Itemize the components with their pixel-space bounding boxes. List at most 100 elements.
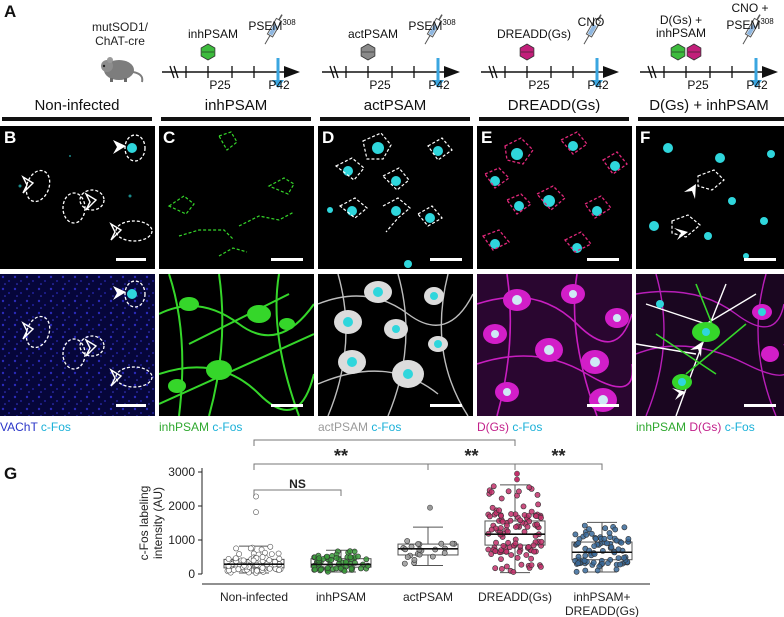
timeline-2: actPSAM PSEM308 P25 P42 bbox=[320, 0, 466, 92]
scale-bar bbox=[116, 258, 146, 261]
data-point bbox=[514, 470, 520, 477]
data-point bbox=[592, 535, 599, 542]
data-point bbox=[575, 540, 582, 546]
data-point bbox=[575, 553, 582, 560]
significance-label: ** bbox=[377, 436, 391, 442]
y-tick-label: 0 bbox=[188, 567, 195, 581]
caption-b: VAChT c-Fos bbox=[0, 420, 71, 434]
micrograph-b-vacht bbox=[0, 274, 155, 416]
data-point bbox=[604, 540, 610, 547]
data-point bbox=[427, 504, 433, 511]
data-point bbox=[517, 543, 524, 550]
data-point bbox=[259, 554, 266, 560]
data-point bbox=[601, 535, 608, 542]
caption-f: inhPSAM D(Gs) c-Fos bbox=[636, 420, 755, 434]
caption-part: c-Fos bbox=[721, 420, 755, 434]
panel-letter-e: E bbox=[481, 128, 493, 147]
micrograph-e-dreadd bbox=[477, 274, 632, 416]
data-point bbox=[608, 544, 615, 551]
data-point bbox=[488, 551, 495, 557]
scale-bar bbox=[430, 404, 462, 407]
data-point bbox=[240, 557, 247, 564]
data-point bbox=[429, 553, 436, 560]
tl-p25-label: P25 bbox=[528, 78, 550, 92]
significance-label: ** bbox=[334, 446, 348, 466]
data-point bbox=[250, 557, 257, 564]
data-point bbox=[441, 550, 448, 556]
caption-part: c-Fos bbox=[368, 420, 402, 434]
data-point bbox=[404, 554, 411, 560]
data-point bbox=[594, 567, 601, 574]
tl-drug-label: CNO bbox=[577, 15, 605, 29]
timeline-graphic bbox=[481, 14, 619, 88]
caption-part: inhPSAM bbox=[636, 420, 687, 434]
panel-letter-d: D bbox=[322, 128, 335, 147]
data-point bbox=[449, 540, 456, 547]
timeline-graphic bbox=[640, 14, 778, 88]
data-point bbox=[316, 555, 322, 562]
data-point bbox=[247, 545, 254, 552]
scale-bar bbox=[271, 258, 303, 261]
data-point bbox=[526, 484, 533, 491]
data-point bbox=[520, 503, 527, 510]
condition-title-combo: D(Gs) + inhPSAM bbox=[649, 97, 769, 114]
data-point bbox=[318, 566, 324, 573]
data-point bbox=[497, 525, 504, 531]
data-point bbox=[575, 560, 581, 567]
tl-p42-label: P42 bbox=[428, 78, 450, 92]
condition-bar bbox=[320, 117, 470, 121]
caption-part: c-Fos bbox=[209, 420, 243, 434]
x-tick-label: DREADD(Gs) bbox=[478, 590, 552, 604]
tl-p42-label: P42 bbox=[746, 78, 768, 92]
data-point bbox=[498, 565, 505, 572]
x-tick-label: inhPSAM+ DREADD(Gs) bbox=[565, 590, 639, 617]
data-point bbox=[617, 561, 623, 568]
data-point bbox=[348, 565, 355, 572]
condition-title-noninfected: Non-infected bbox=[34, 97, 120, 114]
panel-letter-g: G bbox=[4, 464, 18, 483]
data-point bbox=[404, 538, 411, 544]
data-point bbox=[513, 524, 519, 530]
data-point bbox=[586, 526, 592, 533]
data-point bbox=[530, 542, 537, 549]
data-point bbox=[266, 565, 273, 572]
significance-bracket bbox=[253, 439, 516, 446]
condition-bar bbox=[638, 117, 784, 121]
tl-agent-label: inhPSAM bbox=[187, 27, 239, 41]
data-point bbox=[363, 556, 370, 563]
data-point bbox=[524, 523, 531, 530]
data-point bbox=[581, 557, 588, 564]
data-point bbox=[618, 539, 625, 546]
timeline-graphic bbox=[322, 14, 460, 88]
data-point bbox=[498, 495, 505, 502]
data-point bbox=[534, 492, 541, 498]
tl-p25-label: P25 bbox=[369, 78, 391, 92]
data-point bbox=[225, 556, 232, 562]
panel-letter-f: F bbox=[640, 128, 651, 147]
tl-p25-label: P25 bbox=[687, 78, 709, 92]
data-point bbox=[276, 567, 282, 573]
data-point bbox=[500, 543, 507, 549]
data-point bbox=[582, 567, 589, 574]
tl-p42-label: P42 bbox=[587, 78, 609, 92]
data-point bbox=[534, 521, 540, 528]
data-point bbox=[416, 546, 423, 553]
caption-c: inhPSAM c-Fos bbox=[159, 420, 242, 434]
panel-letter-a: A bbox=[4, 2, 17, 21]
data-point bbox=[233, 545, 239, 552]
significance-label: NS bbox=[289, 477, 306, 491]
tl-drug-label: PSEM308 bbox=[248, 18, 296, 33]
data-point bbox=[505, 539, 511, 546]
data-point bbox=[267, 543, 274, 550]
data-point bbox=[525, 512, 532, 519]
data-point bbox=[625, 536, 632, 542]
data-point bbox=[572, 531, 579, 538]
data-point bbox=[486, 513, 493, 520]
x-tick-label: actPSAM bbox=[403, 590, 453, 604]
caption-part: D(Gs) bbox=[477, 420, 509, 434]
x-tick-label: inhPSAM bbox=[316, 590, 366, 604]
tl-p25-label: P25 bbox=[209, 78, 231, 92]
caption-part: inhPSAM bbox=[159, 420, 210, 434]
timeline-1: inhPSAM PSEM308 P25 P42 bbox=[160, 0, 306, 92]
data-point bbox=[517, 517, 524, 524]
